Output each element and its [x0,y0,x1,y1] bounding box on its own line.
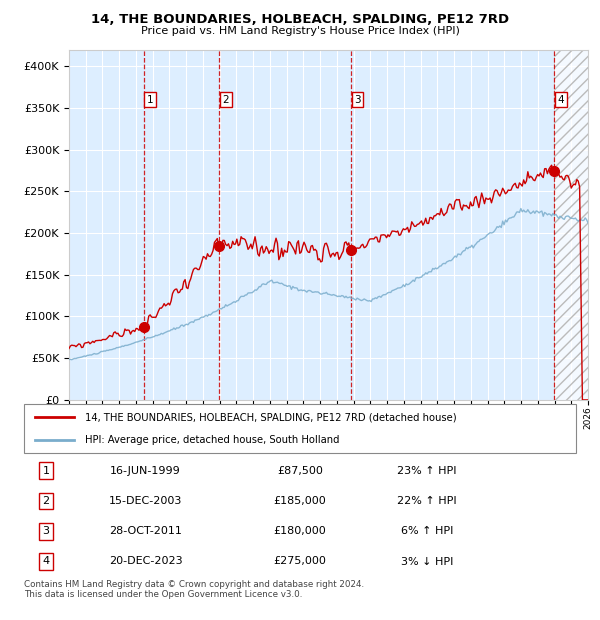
Text: £87,500: £87,500 [277,466,323,476]
Text: £185,000: £185,000 [274,496,326,506]
Text: £180,000: £180,000 [274,526,326,536]
Text: 22% ↑ HPI: 22% ↑ HPI [397,496,457,506]
Text: 20-DEC-2023: 20-DEC-2023 [109,557,182,567]
Text: 1: 1 [147,95,154,105]
Text: 4: 4 [43,557,50,567]
Text: 6% ↑ HPI: 6% ↑ HPI [401,526,453,536]
Text: 2: 2 [43,496,50,506]
Text: 3: 3 [43,526,50,536]
Bar [554,50,588,400]
Text: 16-JUN-1999: 16-JUN-1999 [110,466,181,476]
Text: 1: 1 [43,466,50,476]
Text: 4: 4 [557,95,564,105]
Text: 2: 2 [223,95,229,105]
Text: 23% ↑ HPI: 23% ↑ HPI [397,466,457,476]
Text: 14, THE BOUNDARIES, HOLBEACH, SPALDING, PE12 7RD (detached house): 14, THE BOUNDARIES, HOLBEACH, SPALDING, … [85,412,457,422]
Bar [554,50,588,400]
Text: 28-OCT-2011: 28-OCT-2011 [109,526,182,536]
Text: Price paid vs. HM Land Registry's House Price Index (HPI): Price paid vs. HM Land Registry's House … [140,26,460,36]
FancyBboxPatch shape [24,404,576,453]
Text: Contains HM Land Registry data © Crown copyright and database right 2024.
This d: Contains HM Land Registry data © Crown c… [24,580,364,599]
Text: 15-DEC-2003: 15-DEC-2003 [109,496,182,506]
Text: £275,000: £275,000 [274,557,326,567]
Text: HPI: Average price, detached house, South Holland: HPI: Average price, detached house, Sout… [85,435,339,445]
Text: 3% ↓ HPI: 3% ↓ HPI [401,557,453,567]
Text: 3: 3 [354,95,361,105]
Text: 14, THE BOUNDARIES, HOLBEACH, SPALDING, PE12 7RD: 14, THE BOUNDARIES, HOLBEACH, SPALDING, … [91,14,509,26]
